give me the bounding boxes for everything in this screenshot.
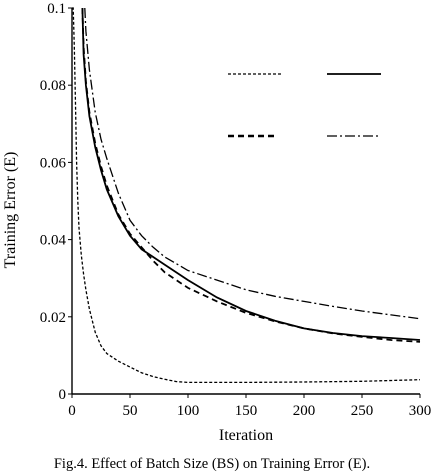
series-line-1-dotted	[72, 7, 421, 384]
x-tick-label: 50	[123, 403, 138, 419]
y-tick-label: 0.06	[40, 155, 67, 171]
y-tick-label: 0.04	[40, 233, 67, 249]
x-tick-label: 0	[68, 403, 76, 419]
series-line-2-solid	[81, 7, 421, 341]
x-tick-label: 250	[351, 403, 374, 419]
y-tick-label: 0.1	[47, 1, 66, 17]
y-axis-title-main: Training Error (E)	[2, 152, 19, 269]
series-group	[72, 7, 421, 384]
series-line-4-dash-dot	[84, 7, 421, 320]
axes: 0 0.02 0.04 0.06 0.08 0.1 0 50 100 150 200 250 300	[40, 1, 432, 419]
y-tick-label: 0.08	[40, 78, 66, 94]
x-tick-label: 100	[177, 403, 200, 419]
x-tick-label: 200	[293, 403, 316, 419]
plot-area	[72, 7, 421, 384]
y-tick-label: 0	[59, 387, 67, 403]
x-tick-label: 300	[409, 403, 432, 419]
x-axis-title: Iteration	[219, 427, 273, 444]
y-axis-title: Training Error (E)	[2, 152, 19, 269]
figure-caption: Fig.4. Effect of Batch Size (BS) on Trai…	[54, 456, 370, 472]
series-line-3-dashed	[81, 7, 421, 343]
x-tick-label: 150	[235, 403, 258, 419]
legend	[228, 73, 381, 138]
y-tick-label: 0.02	[40, 310, 66, 326]
